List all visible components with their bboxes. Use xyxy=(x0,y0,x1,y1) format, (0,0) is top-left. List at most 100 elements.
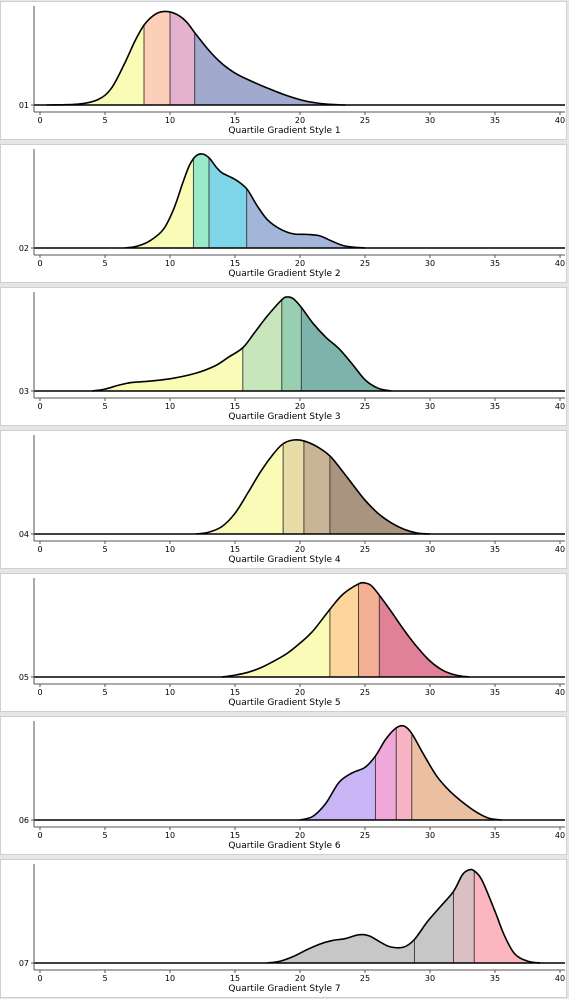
x-tick-label-5: 5 xyxy=(102,259,107,268)
category-label-05: 05 xyxy=(19,673,29,682)
x-tick-label-35: 35 xyxy=(490,116,500,125)
quartile-band-4 xyxy=(329,439,430,534)
density-plot-06: 06 0 5 10 15 20 25 30 35 40 xyxy=(19,721,565,840)
density-plot-02: 02 0 5 10 15 20 25 30 35 40 xyxy=(19,149,565,268)
x-axis-label: Quartile Gradient Style 3 xyxy=(228,412,341,422)
density-curve xyxy=(124,153,366,249)
x-tick-label-25: 25 xyxy=(360,831,370,840)
chart-panel-07: 07 0 5 10 15 20 25 30 35 40 Quartile Gradient Styl… xyxy=(0,859,567,998)
density-curve xyxy=(267,868,541,964)
x-tick-label-40: 40 xyxy=(555,545,565,554)
x-tick-label-25: 25 xyxy=(360,974,370,983)
category-label-01: 01 xyxy=(19,101,29,110)
x-tick-label-40: 40 xyxy=(555,116,565,125)
chart-panel-05: 05 0 5 10 15 20 25 30 35 40 Quartile Gradient Styl… xyxy=(0,573,567,712)
category-label-04: 04 xyxy=(19,530,29,539)
density-curve xyxy=(195,438,431,535)
quartile-bands xyxy=(300,725,502,821)
x-tick-label-40: 40 xyxy=(555,402,565,411)
x-tick-label-0: 0 xyxy=(37,402,42,411)
x-tick-label-20: 20 xyxy=(295,116,305,125)
x-tick-label-5: 5 xyxy=(102,688,107,697)
quartile-band-2 xyxy=(144,11,170,106)
x-tick-label-35: 35 xyxy=(490,545,500,554)
density-plot-03: 03 0 5 10 15 20 25 30 35 40 xyxy=(19,292,565,411)
x-tick-label-30: 30 xyxy=(425,116,435,125)
chart-panel-04: 04 0 5 10 15 20 25 30 35 40 Quartile Gradient Styl… xyxy=(0,430,567,569)
x-tick-label-20: 20 xyxy=(295,545,305,554)
category-label-07: 07 xyxy=(19,959,29,968)
x-tick-label-10: 10 xyxy=(165,974,175,983)
quartile-band-4 xyxy=(194,11,346,106)
x-tick-label-30: 30 xyxy=(425,402,435,411)
x-tick-label-0: 0 xyxy=(37,974,42,983)
x-axis-label: Quartile Gradient Style 2 xyxy=(228,269,341,279)
x-axis-label: Quartile Gradient Style 5 xyxy=(228,698,341,708)
quartile-bands xyxy=(124,153,365,248)
x-axis-label: Quartile Gradient Style 1 xyxy=(228,126,341,136)
quartile-band-3 xyxy=(303,439,330,534)
density-plot-04: 04 0 5 10 15 20 25 30 35 40 xyxy=(19,435,565,554)
quartile-band-3 xyxy=(358,582,380,678)
density-curve xyxy=(46,10,346,106)
quartile-band-1 xyxy=(92,296,243,391)
x-tick-label-35: 35 xyxy=(490,831,500,840)
x-tick-label-25: 25 xyxy=(360,259,370,268)
quartile-band-1 xyxy=(222,582,330,678)
x-tick-label-15: 15 xyxy=(230,545,240,554)
quartile-band-1 xyxy=(267,869,415,963)
quartile-bands xyxy=(46,11,346,106)
x-tick-label-15: 15 xyxy=(230,259,240,268)
x-tick-label-20: 20 xyxy=(295,259,305,268)
quartile-band-1 xyxy=(124,153,194,248)
x-tick-label-30: 30 xyxy=(425,831,435,840)
x-tick-label-5: 5 xyxy=(102,974,107,983)
x-tick-label-0: 0 xyxy=(37,688,42,697)
x-tick-label-25: 25 xyxy=(360,545,370,554)
x-tick-label-35: 35 xyxy=(490,259,500,268)
chart-panel-06: 06 0 5 10 15 20 25 30 35 40 Quartile Gradient Styl… xyxy=(0,716,567,855)
x-tick-label-40: 40 xyxy=(555,688,565,697)
x-tick-label-15: 15 xyxy=(230,402,240,411)
x-tick-label-35: 35 xyxy=(490,688,500,697)
x-tick-label-5: 5 xyxy=(102,402,107,411)
quartile-band-2 xyxy=(414,869,454,963)
x-tick-label-10: 10 xyxy=(165,831,175,840)
x-tick-label-10: 10 xyxy=(165,545,175,554)
quartile-band-3 xyxy=(396,725,412,821)
x-tick-label-0: 0 xyxy=(37,545,42,554)
x-tick-label-40: 40 xyxy=(555,974,565,983)
x-tick-label-5: 5 xyxy=(102,545,107,554)
x-axis-label: Quartile Gradient Style 4 xyxy=(228,555,341,565)
quartile-band-2 xyxy=(375,725,397,821)
x-tick-label-0: 0 xyxy=(37,831,42,840)
x-tick-label-35: 35 xyxy=(490,974,500,983)
x-tick-label-30: 30 xyxy=(425,259,435,268)
category-label-02: 02 xyxy=(19,244,29,253)
x-tick-label-15: 15 xyxy=(230,116,240,125)
x-tick-label-5: 5 xyxy=(102,116,107,125)
quartile-bands xyxy=(222,582,469,678)
x-tick-label-20: 20 xyxy=(295,688,305,697)
quartile-band-3 xyxy=(209,153,247,248)
x-tick-label-20: 20 xyxy=(295,402,305,411)
quartile-band-3 xyxy=(281,296,302,391)
quartile-bands xyxy=(267,869,541,963)
x-tick-label-35: 35 xyxy=(490,402,500,411)
x-tick-label-30: 30 xyxy=(425,545,435,554)
chart-panel-02: 02 0 5 10 15 20 25 30 35 40 Quartile Gradient Styl… xyxy=(0,144,567,283)
category-label-06: 06 xyxy=(19,816,29,825)
quartile-band-2 xyxy=(283,439,304,534)
x-tick-label-40: 40 xyxy=(555,831,565,840)
quartile-bands xyxy=(92,296,391,391)
x-tick-label-10: 10 xyxy=(165,688,175,697)
chart-panel-03: 03 0 5 10 15 20 25 30 35 40 Quartile Gradient Styl… xyxy=(0,287,567,426)
x-tick-label-15: 15 xyxy=(230,831,240,840)
density-curve xyxy=(221,581,470,678)
quartile-band-4 xyxy=(411,725,502,821)
x-tick-label-25: 25 xyxy=(360,116,370,125)
x-tick-label-20: 20 xyxy=(295,831,305,840)
density-plot-01: 01 0 5 10 15 20 25 30 35 40 xyxy=(19,6,565,125)
quartile-band-4 xyxy=(379,582,469,678)
